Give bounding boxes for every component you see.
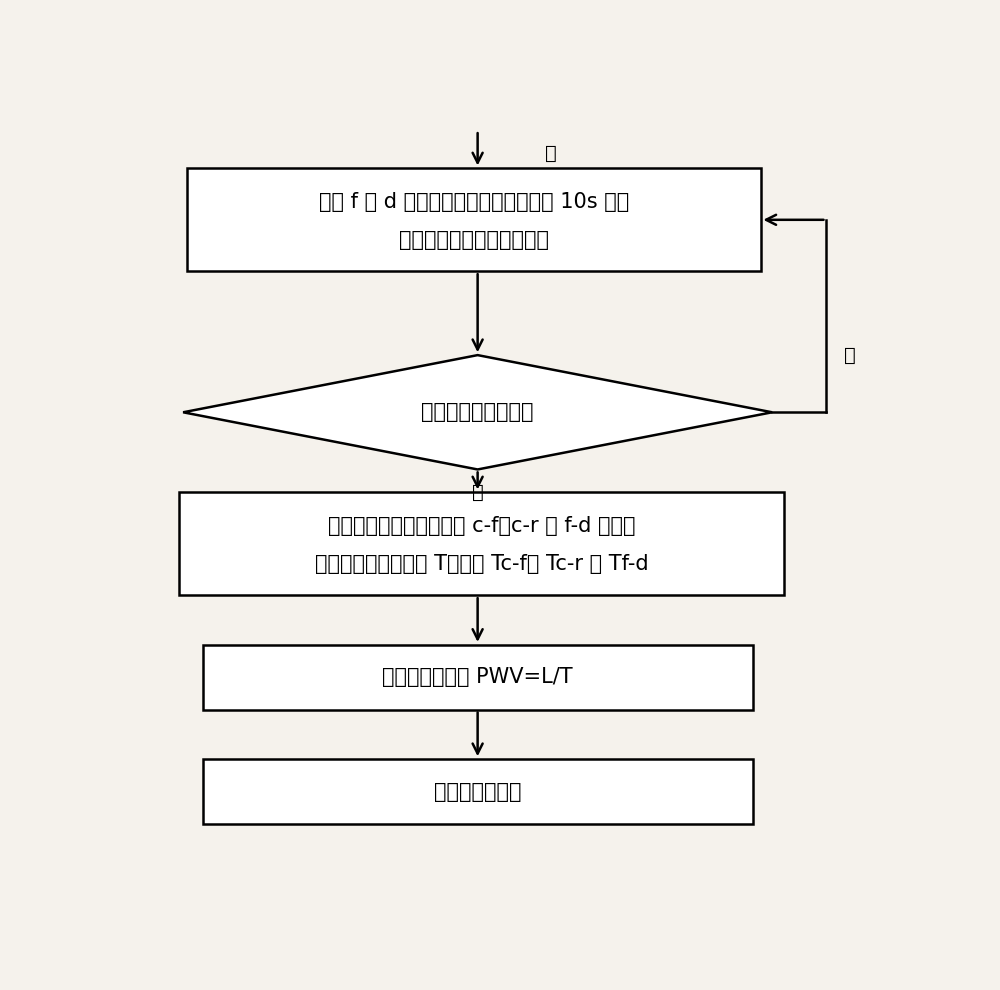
- Text: 开启 f 和 d 处的光电脉搏传感器，记录 10s 股动: 开启 f 和 d 处的光电脉搏传感器，记录 10s 股动: [319, 192, 629, 212]
- Text: 波形分析，质量合格: 波形分析，质量合格: [421, 402, 534, 423]
- FancyBboxPatch shape: [202, 759, 753, 824]
- Text: 是: 是: [545, 144, 557, 162]
- Text: 利用波形特征点分别计算 c-f、c-r 和 f-d 动脉脉: 利用波形特征点分别计算 c-f、c-r 和 f-d 动脉脉: [328, 517, 635, 537]
- Text: 脉和足背动脉处的稳定波形: 脉和足背动脉处的稳定波形: [399, 231, 549, 250]
- FancyBboxPatch shape: [202, 644, 753, 710]
- FancyBboxPatch shape: [187, 168, 761, 271]
- Text: 否: 否: [844, 346, 856, 364]
- Text: 计算脉搏波速度 PWV=L/T: 计算脉搏波速度 PWV=L/T: [382, 667, 573, 687]
- Text: 搏波传导的时间延迟 T，记为 Tc-f、 Tc-r 和 Tf-d: 搏波传导的时间延迟 T，记为 Tc-f、 Tc-r 和 Tf-d: [315, 554, 648, 574]
- FancyBboxPatch shape: [179, 492, 784, 595]
- Polygon shape: [183, 355, 772, 469]
- Text: 是: 是: [472, 483, 484, 502]
- Text: 结果显示和存储: 结果显示和存储: [434, 781, 521, 802]
